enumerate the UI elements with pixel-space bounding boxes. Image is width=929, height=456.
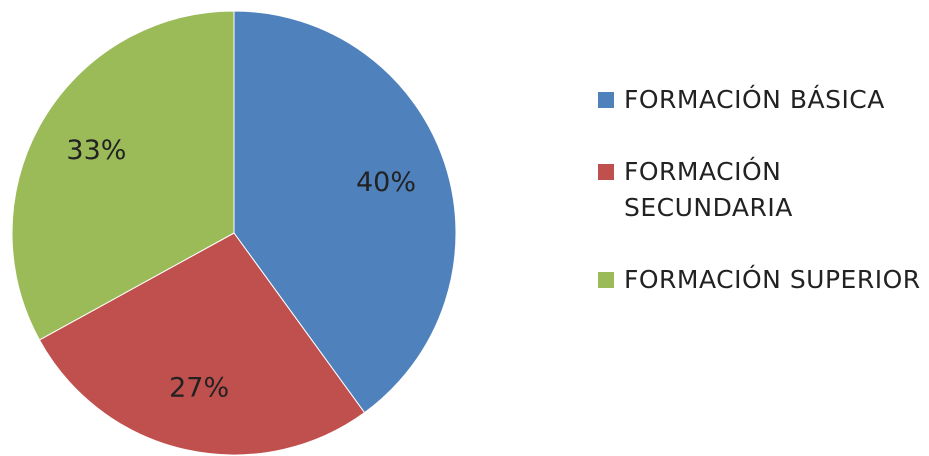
legend-swatch-formacion-basica <box>598 92 614 108</box>
legend-label-formacion-secundaria: FORMACIÓN SECUNDARIA <box>624 157 793 222</box>
pie-slice-label-formacion-superior: 33% <box>66 135 126 166</box>
legend-swatch-formacion-superior <box>598 272 614 288</box>
pie-slice-label-formacion-basica: 40% <box>356 167 416 198</box>
legend-entry-formacion-secundaria: FORMACIÓN SECUNDARIA <box>598 154 923 226</box>
chart-legend: FORMACIÓN BÁSICA FORMACIÓN SECUNDARIA FO… <box>598 82 923 298</box>
legend-entry-formacion-basica: FORMACIÓN BÁSICA <box>598 82 923 118</box>
legend-label-formacion-basica: FORMACIÓN BÁSICA <box>624 85 885 114</box>
pie-slice-formacion-secundaria <box>38 232 366 456</box>
pie-slice-formacion-basica <box>233 10 457 414</box>
pie-slice-formacion-superior <box>11 10 235 341</box>
legend-label-formacion-superior: FORMACIÓN SUPERIOR <box>624 265 921 294</box>
legend-entry-formacion-superior: FORMACIÓN SUPERIOR <box>598 262 923 298</box>
legend-swatch-formacion-secundaria <box>598 164 614 180</box>
pie-slice-label-formacion-secundaria: 27% <box>169 372 229 403</box>
